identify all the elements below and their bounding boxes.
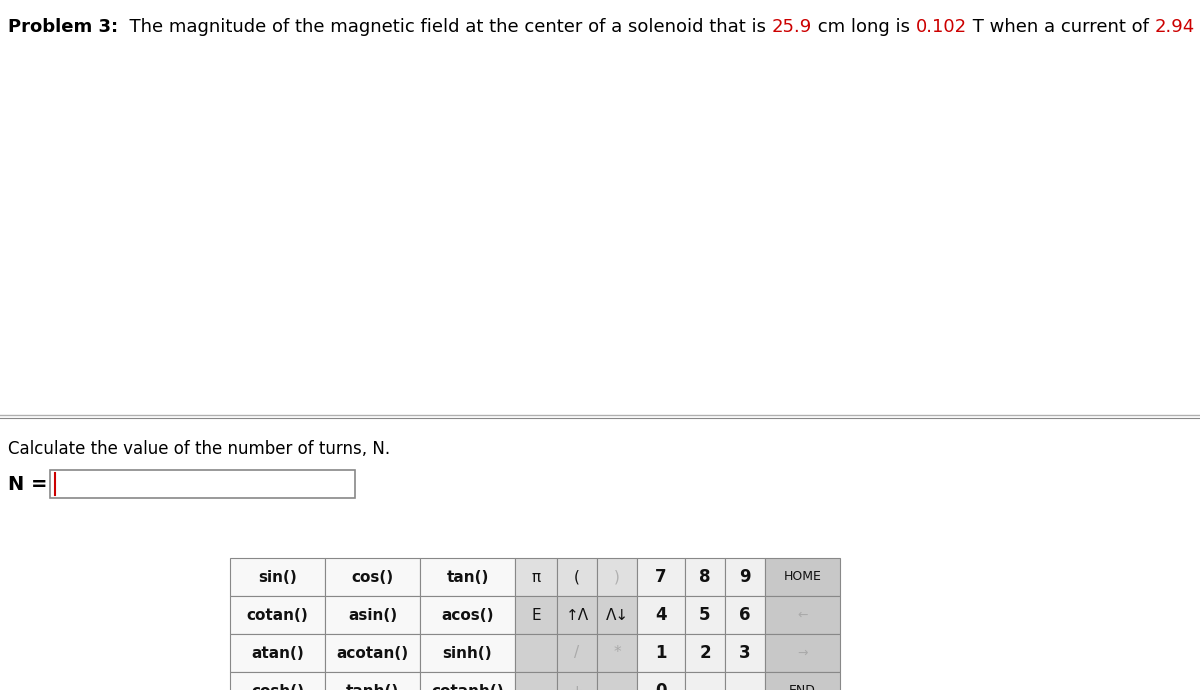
Text: Λ↓: Λ↓ bbox=[606, 607, 629, 622]
FancyBboxPatch shape bbox=[637, 672, 685, 690]
FancyBboxPatch shape bbox=[230, 672, 325, 690]
FancyBboxPatch shape bbox=[557, 634, 598, 672]
Text: π: π bbox=[532, 569, 540, 584]
FancyBboxPatch shape bbox=[637, 596, 685, 634]
FancyBboxPatch shape bbox=[598, 596, 637, 634]
FancyBboxPatch shape bbox=[515, 672, 557, 690]
FancyBboxPatch shape bbox=[230, 634, 325, 672]
FancyBboxPatch shape bbox=[725, 672, 766, 690]
Text: HOME: HOME bbox=[784, 571, 822, 584]
FancyBboxPatch shape bbox=[325, 672, 420, 690]
Text: E: E bbox=[532, 607, 541, 622]
Text: 4: 4 bbox=[655, 606, 667, 624]
FancyBboxPatch shape bbox=[515, 596, 557, 634]
Text: acos(): acos() bbox=[442, 607, 493, 622]
Text: →: → bbox=[797, 647, 808, 660]
Text: ): ) bbox=[614, 569, 620, 584]
Text: acotan(): acotan() bbox=[336, 646, 408, 660]
Text: ←: ← bbox=[797, 609, 808, 622]
Text: 8: 8 bbox=[700, 568, 710, 586]
Text: 0.102: 0.102 bbox=[916, 18, 967, 36]
Text: 7: 7 bbox=[655, 568, 667, 586]
Text: *: * bbox=[613, 646, 620, 660]
Text: asin(): asin() bbox=[348, 607, 397, 622]
FancyBboxPatch shape bbox=[515, 634, 557, 672]
Text: A flows through the wire.: A flows through the wire. bbox=[1195, 18, 1200, 36]
Text: (: ( bbox=[574, 569, 580, 584]
Text: atan(): atan() bbox=[251, 646, 304, 660]
Text: +: + bbox=[571, 684, 583, 690]
Text: sin(): sin() bbox=[258, 569, 296, 584]
Text: 2.94: 2.94 bbox=[1154, 18, 1195, 36]
Text: cosh(): cosh() bbox=[251, 684, 304, 690]
Text: 6: 6 bbox=[739, 606, 751, 624]
Text: The magnitude of the magnetic field at the center of a solenoid that is: The magnitude of the magnetic field at t… bbox=[118, 18, 772, 36]
FancyBboxPatch shape bbox=[598, 672, 637, 690]
Text: tan(): tan() bbox=[446, 569, 488, 584]
FancyBboxPatch shape bbox=[420, 672, 515, 690]
FancyBboxPatch shape bbox=[685, 596, 725, 634]
Text: cos(): cos() bbox=[352, 569, 394, 584]
Text: Calculate the value of the number of turns, N.: Calculate the value of the number of tur… bbox=[8, 440, 390, 458]
FancyBboxPatch shape bbox=[725, 634, 766, 672]
FancyBboxPatch shape bbox=[766, 672, 840, 690]
FancyBboxPatch shape bbox=[766, 596, 840, 634]
FancyBboxPatch shape bbox=[325, 596, 420, 634]
FancyBboxPatch shape bbox=[50, 470, 355, 498]
FancyBboxPatch shape bbox=[325, 558, 420, 596]
FancyBboxPatch shape bbox=[598, 558, 637, 596]
FancyBboxPatch shape bbox=[515, 558, 557, 596]
FancyBboxPatch shape bbox=[557, 596, 598, 634]
FancyBboxPatch shape bbox=[420, 558, 515, 596]
Text: END: END bbox=[790, 684, 816, 690]
Text: Problem 3:: Problem 3: bbox=[8, 18, 118, 36]
Text: ↑Λ: ↑Λ bbox=[565, 607, 588, 622]
Text: 3: 3 bbox=[739, 644, 751, 662]
Text: 9: 9 bbox=[739, 568, 751, 586]
Text: cm long is: cm long is bbox=[812, 18, 916, 36]
Text: sinh(): sinh() bbox=[443, 646, 492, 660]
FancyBboxPatch shape bbox=[325, 634, 420, 672]
FancyBboxPatch shape bbox=[420, 634, 515, 672]
FancyBboxPatch shape bbox=[420, 596, 515, 634]
Text: .: . bbox=[702, 682, 708, 690]
FancyBboxPatch shape bbox=[685, 558, 725, 596]
FancyBboxPatch shape bbox=[685, 634, 725, 672]
Text: 1: 1 bbox=[655, 644, 667, 662]
Text: -: - bbox=[614, 684, 619, 690]
FancyBboxPatch shape bbox=[598, 634, 637, 672]
FancyBboxPatch shape bbox=[557, 558, 598, 596]
Text: cotanh(): cotanh() bbox=[431, 684, 504, 690]
Text: /: / bbox=[575, 646, 580, 660]
FancyBboxPatch shape bbox=[230, 596, 325, 634]
FancyBboxPatch shape bbox=[725, 596, 766, 634]
FancyBboxPatch shape bbox=[557, 672, 598, 690]
FancyBboxPatch shape bbox=[766, 634, 840, 672]
FancyBboxPatch shape bbox=[725, 558, 766, 596]
FancyBboxPatch shape bbox=[637, 558, 685, 596]
Text: tanh(): tanh() bbox=[346, 684, 400, 690]
FancyBboxPatch shape bbox=[685, 672, 725, 690]
Text: N =: N = bbox=[8, 475, 54, 493]
Text: 0: 0 bbox=[655, 682, 667, 690]
Text: cotan(): cotan() bbox=[247, 607, 308, 622]
FancyBboxPatch shape bbox=[230, 558, 325, 596]
Text: 25.9: 25.9 bbox=[772, 18, 812, 36]
Text: T when a current of: T when a current of bbox=[967, 18, 1154, 36]
FancyBboxPatch shape bbox=[637, 634, 685, 672]
Text: 2: 2 bbox=[700, 644, 710, 662]
FancyBboxPatch shape bbox=[766, 558, 840, 596]
Text: 5: 5 bbox=[700, 606, 710, 624]
